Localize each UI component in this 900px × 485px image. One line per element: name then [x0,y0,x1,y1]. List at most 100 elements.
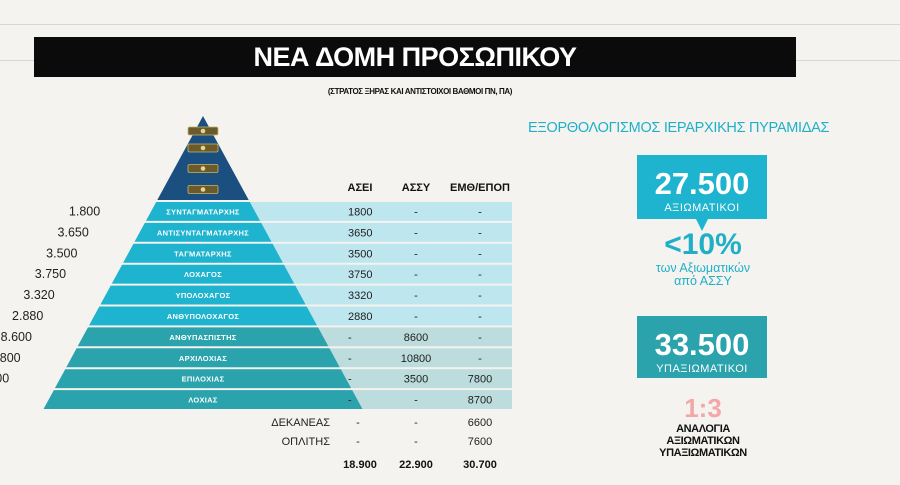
nco-label: ΥΠΑΞΙΩΜΑΤΙΚΟΙ [656,363,748,375]
cell-assy: - [414,290,418,302]
rank-name: ΤΑΓΜΑΤΑΡΧΗΣ [174,249,232,258]
column-total: 22.900 [399,459,433,471]
cell-emth: - [478,290,482,302]
nco-number: 33.500 [654,327,750,362]
cell-assy: - [414,395,418,407]
officers-label: ΑΞΙΩΜΑΤΙΚΟΙ [664,202,740,214]
officers-box: 27.500 ΑΞΙΩΜΑΤΙΚΟΙ [637,155,767,231]
rank-name: ΕΠΙΛΟΧΙΑΣ [182,375,225,384]
table-row-bg [203,202,512,221]
cell-asei: 3750 [348,269,372,281]
rank-band-8 [66,348,340,368]
column-total: 18.900 [343,459,377,471]
officers-number: 27.500 [654,166,750,201]
rank-total: 1.800 [69,204,100,218]
ratio-block: 1:3 ΑΝΑΛΟΓΙΑ ΑΞΙΩΜΑΤΙΚΩΝ ΥΠΑΞΙΩΜΑΤΙΚΩΝ [600,393,806,459]
column-total: 30.700 [463,459,497,471]
cell-assy: - [414,206,418,218]
extra-rank-name: ΟΠΛΙΤΗΣ [282,436,331,448]
cell-asei: - [356,417,360,429]
cell-emth: 8700 [468,395,492,407]
rank-band-6 [89,306,317,326]
cell-assy: - [414,227,418,239]
cell-emth: 7600 [468,436,492,448]
percent-line-2: από ΑΣΣΥ [674,274,732,288]
cell-asei: 3500 [348,248,372,260]
rank-band-7 [77,327,329,347]
cell-asei: - [348,395,352,407]
insignia-star-icon [200,166,206,171]
percent-line-1: των Αξιωματικών [655,261,751,275]
cell-asei: 2880 [348,311,372,323]
cell-emth: - [478,227,482,239]
cell-assy: 10800 [401,353,432,365]
column-header: ΕΜΘ/ΕΠΟΠ [450,182,510,194]
rank-band-2 [134,222,272,242]
column-header: ΑΣΕΙ [348,182,373,194]
cell-asei: - [348,374,352,386]
column-header: ΑΣΣΥ [402,182,431,194]
rank-band-4 [111,264,295,284]
cell-asei: 1800 [348,206,372,218]
rank-total: 3.500 [46,246,77,260]
page-title: ΝΕΑ ΔΟΜΗ ΠΡΟΣΩΠΙΚΟΥ [34,37,796,77]
rank-band-3 [123,243,283,263]
right-panel-title: ΕΞΟΡΘΟΛΟΓΙΣΜΟΣ ΙΕΡΑΡΧΙΚΗΣ ΠΥΡΑΜΙΔΑΣ [528,120,830,136]
top-divider [0,24,900,25]
rank-total: 11.300 [0,372,9,386]
rank-total: 2.880 [12,309,43,323]
cell-emth: - [478,248,482,260]
cell-assy: - [414,311,418,323]
cell-asei: 3650 [348,227,372,239]
rank-name: ΣΥΝΤΑΓΜΑΤΑΡΧΗΣ [166,207,240,216]
cell-emth: - [478,269,482,281]
cell-emth: - [478,206,482,218]
rank-name: ΛΟΧΑΓΟΣ [184,270,222,279]
rank-name: ΑΝΘΥΠΑΣΠΙΣΤΗΣ [169,333,236,342]
rank-total: 3.750 [35,267,66,281]
cell-emth: - [478,311,482,323]
rank-total: 10.800 [0,351,21,365]
cell-emth: - [478,353,482,365]
percent-value: <10% [664,228,742,261]
rank-total: 3.650 [58,225,89,239]
table-row-bg [203,222,512,242]
cell-asei: - [356,436,360,448]
ratio-line-3: ΥΠΑΞΙΩΜΑΤΙΚΩΝ [659,447,747,459]
rank-name: ΑΝΘΥΠΟΛΟΧΑΓΟΣ [167,312,240,321]
rank-band-5 [100,285,306,305]
rank-band-1 [145,202,261,221]
rank-name: ΛΟΧΙΑΣ [188,396,218,405]
rank-name: ΑΝΤΙΣΥΝΤΑΓΜΑΤΑΡΧΗΣ [157,228,249,237]
asy-percentage: <10% των Αξιωματικών από ΑΣΣΥ [600,228,806,288]
cell-asei: 3320 [348,290,372,302]
nco-box: 33.500 ΥΠΑΞΙΩΜΑΤΙΚΟΙ [637,316,767,378]
rank-band-9 [54,369,352,389]
insignia-star-icon [200,145,206,151]
extra-rank-name: ΔΕΚΑΝΕΑΣ [271,417,330,429]
cell-assy: 8600 [404,332,428,344]
page-subtitle: (ΣΤΡΑΤΟΣ ΞΗΡΑΣ ΚΑΙ ΑΝΤΙΣΤΟΙΧΟΙ ΒΑΘΜΟΙ ΠΝ… [327,87,513,96]
rank-total: 8.600 [1,330,32,344]
cell-assy: - [414,436,418,448]
ratio-line-1: ΑΝΑΛΟΓΙΑ [676,423,730,435]
rank-name: ΥΠΟΛΟΧΑΓΟΣ [176,291,231,300]
cell-emth: - [478,332,482,344]
ratio-value: 1:3 [684,393,722,423]
rank-band-10 [43,390,363,409]
cell-assy: - [414,417,418,429]
rank-total: 3.320 [23,288,54,302]
rank-name: ΑΡΧΙΛΟΧΙΑΣ [179,354,227,363]
cell-asei: - [348,353,352,365]
ratio-line-2: ΑΞΙΩΜΑΤΙΚΩΝ [666,435,740,447]
cell-assy: - [414,269,418,281]
cell-emth: 6600 [468,417,492,429]
officers-box-pointer [696,219,708,231]
cell-asei: - [348,332,352,344]
insignia-star-icon [200,187,206,192]
cell-assy: 3500 [404,374,428,386]
insignia-star-icon [200,128,206,134]
cell-assy: - [414,248,418,260]
cell-emth: 7800 [468,374,492,386]
